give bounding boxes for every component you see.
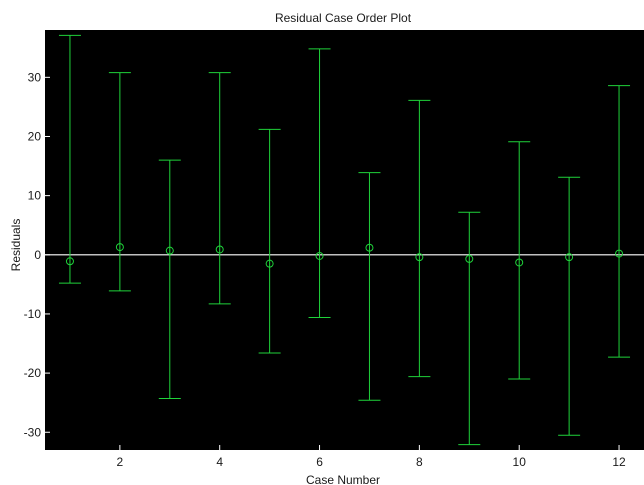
error-bar-case-12 xyxy=(608,85,631,358)
residual-point xyxy=(565,253,574,262)
residual-point xyxy=(115,243,124,252)
y-tick-label: -20 xyxy=(24,366,42,380)
error-bar-case-1 xyxy=(58,34,81,284)
error-bar-case-9 xyxy=(458,211,481,446)
plot-background xyxy=(45,30,644,450)
error-bar-case-6 xyxy=(308,48,331,318)
x-tick-label: 10 xyxy=(513,455,527,469)
x-axis-label: Case Number xyxy=(306,473,380,485)
x-tick-label: 2 xyxy=(117,455,124,469)
residual-point xyxy=(415,253,424,262)
error-bar-case-3 xyxy=(158,159,181,400)
y-tick-label: -30 xyxy=(24,425,42,439)
residual-point xyxy=(65,257,74,266)
y-tick-label: -10 xyxy=(24,307,42,321)
residual-point xyxy=(165,246,174,255)
error-bar-case-7 xyxy=(358,172,381,401)
chart-title: Residual Case Order Plot xyxy=(275,11,412,25)
x-tick-label: 4 xyxy=(216,455,223,469)
residual-point xyxy=(215,245,224,254)
y-tick-label: 30 xyxy=(28,70,42,84)
error-bar-case-8 xyxy=(408,99,431,378)
x-axis-ticks: 2 4 6 8 10 12 xyxy=(117,445,626,469)
x-tick-label: 8 xyxy=(416,455,423,469)
error-bar-case-2 xyxy=(108,72,131,292)
residual-point xyxy=(315,251,324,260)
error-bars-group xyxy=(58,34,631,446)
residual-point xyxy=(515,258,524,267)
y-tick-label: 20 xyxy=(28,129,42,143)
residual-point xyxy=(615,249,624,258)
error-bar-case-4 xyxy=(208,72,231,305)
residual-point xyxy=(465,254,474,263)
x-tick-label: 12 xyxy=(612,455,626,469)
error-bar-case-5 xyxy=(258,128,281,354)
y-tick-label: 0 xyxy=(34,248,41,262)
residual-point xyxy=(365,243,374,252)
residual-point xyxy=(265,259,274,268)
x-tick-label: 6 xyxy=(316,455,323,469)
error-bar-case-11 xyxy=(558,176,581,436)
y-tick-label: 10 xyxy=(28,189,42,203)
error-bar-case-10 xyxy=(508,141,531,380)
y-axis-label: Residuals xyxy=(9,219,23,272)
y-axis-ticks: -30 -20 -10 0 10 20 30 xyxy=(24,70,50,439)
